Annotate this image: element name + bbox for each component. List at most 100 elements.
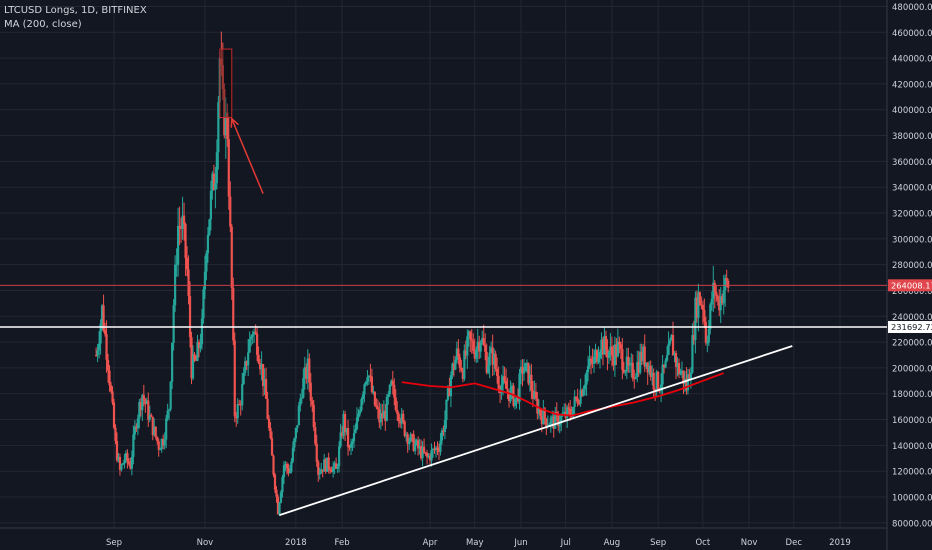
candle-down: [504, 380, 508, 389]
arrow-head[interactable]: [230, 117, 240, 128]
candle-up: [414, 444, 417, 451]
candle-up: [224, 112, 227, 136]
candle-up: [293, 438, 296, 448]
candle-down: [496, 368, 499, 377]
candle-down: [721, 296, 724, 304]
candle-down: [506, 388, 509, 392]
candle-up: [454, 360, 457, 370]
candle-up: [697, 292, 700, 318]
candle-down: [187, 269, 190, 297]
candle-down: [109, 385, 113, 392]
candle-down: [245, 361, 248, 366]
candle-up: [600, 339, 603, 353]
candle-down: [575, 396, 578, 399]
candle-up: [211, 173, 214, 191]
candle-down: [637, 362, 640, 373]
candle-up: [297, 405, 300, 426]
candle-up: [560, 415, 563, 424]
candle-up: [121, 463, 125, 465]
candle-up: [318, 473, 321, 475]
candle-up: [500, 384, 503, 394]
candle-down: [578, 403, 581, 405]
candle-down: [530, 374, 533, 391]
candle-up: [130, 457, 133, 469]
candle-down: [412, 434, 415, 451]
candle-up: [408, 441, 411, 445]
candle-down: [718, 300, 721, 311]
candle-down: [472, 340, 475, 351]
highlight-box[interactable]: [219, 48, 233, 118]
candle-up: [676, 363, 679, 367]
candle-down: [314, 427, 317, 444]
candle-up: [141, 394, 144, 411]
candle-up: [585, 372, 588, 385]
candle-up: [660, 384, 663, 392]
candle-up: [415, 440, 418, 445]
candle-down: [615, 344, 618, 357]
x-tick-label: Oct: [695, 538, 710, 548]
candle-up: [361, 394, 365, 400]
candle-up: [613, 344, 616, 366]
candle-down: [285, 463, 289, 469]
candle-up: [597, 358, 600, 363]
candle-up: [706, 342, 709, 344]
candle-up: [554, 411, 557, 429]
candle-up: [476, 341, 479, 350]
candle-up: [488, 352, 491, 366]
candle-down: [458, 357, 461, 368]
candle-down: [652, 372, 655, 390]
candle-up: [366, 377, 369, 382]
candle-down: [419, 446, 423, 459]
candle-up: [177, 225, 180, 265]
candle-up: [385, 397, 388, 421]
candle-up: [372, 391, 375, 393]
candle-up: [427, 455, 430, 458]
candle-down: [257, 354, 260, 364]
candle-down: [521, 366, 524, 374]
candle-down: [114, 427, 117, 441]
candle-up: [136, 418, 139, 429]
candle-up: [323, 459, 326, 472]
candle-down: [403, 421, 406, 436]
y-tick-label: 360000.0000: [892, 158, 932, 168]
support-trendline[interactable]: [279, 345, 793, 516]
candle-up: [355, 417, 359, 430]
candle-up: [524, 363, 527, 372]
candle-down: [715, 292, 718, 296]
candle-up: [528, 374, 532, 384]
candle-up: [551, 416, 554, 419]
candle-down: [484, 344, 487, 352]
y-tick-label: 340000.0000: [892, 184, 932, 194]
candle-up: [382, 410, 385, 419]
candle-up: [163, 439, 166, 446]
candle-up: [171, 342, 174, 382]
candle-up: [689, 372, 693, 379]
candle-down: [704, 321, 707, 343]
candle-up: [582, 389, 585, 396]
candle-up: [616, 341, 619, 357]
candle-down: [273, 474, 277, 490]
candle-up: [519, 366, 523, 374]
candle-down: [540, 415, 543, 425]
candle-down: [716, 295, 719, 301]
candle-down: [235, 416, 238, 419]
candle-down: [703, 310, 706, 322]
y-tick-label: 80000.0000: [892, 519, 932, 529]
candle-up: [248, 339, 251, 353]
candle-up: [533, 391, 536, 399]
candle-down: [391, 380, 394, 385]
candle-up: [244, 361, 247, 373]
candle-down: [226, 112, 229, 140]
candle-down: [727, 280, 730, 288]
candle-down: [184, 223, 187, 259]
candle-down: [701, 304, 704, 311]
candle-down: [606, 349, 609, 358]
candle-up: [475, 349, 478, 359]
candle-up: [214, 183, 217, 190]
y-tick-label: 100000.0000: [892, 494, 932, 504]
arrow-shaft[interactable]: [231, 118, 264, 194]
y-tick-label: 440000.0000: [892, 55, 932, 65]
candle-up: [388, 384, 391, 395]
candle-up: [642, 346, 645, 361]
